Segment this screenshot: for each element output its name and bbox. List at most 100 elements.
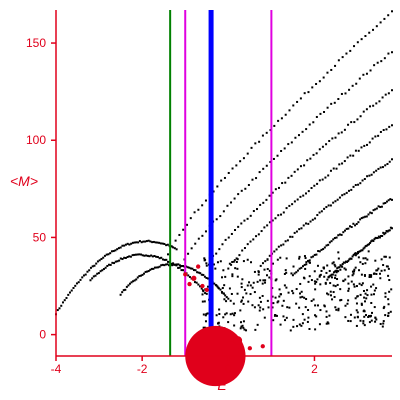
scatter-point	[366, 289, 369, 292]
curve-point	[330, 240, 333, 243]
curve-point	[366, 175, 369, 178]
band-point	[109, 252, 112, 255]
scatter-point	[362, 289, 365, 292]
curve-point	[282, 211, 285, 214]
band-point	[204, 292, 207, 295]
curve-point	[387, 14, 390, 17]
curve-point	[259, 203, 262, 206]
band-point	[82, 274, 85, 277]
curve-point	[341, 162, 344, 165]
curve-point	[308, 259, 311, 262]
curve-point	[178, 233, 181, 236]
curve-point	[247, 183, 250, 186]
scatter-point	[231, 273, 234, 276]
scatter-point	[330, 276, 333, 279]
scatter-point	[331, 298, 334, 301]
curve-point	[318, 80, 321, 83]
band-point	[156, 255, 159, 258]
scatter-point	[379, 277, 382, 280]
curve-point	[353, 45, 356, 48]
curve-point	[197, 208, 200, 211]
band-point	[124, 288, 127, 291]
scatter-point	[304, 267, 307, 270]
band-point	[182, 264, 185, 267]
curve-point	[323, 110, 326, 113]
curve-point	[372, 28, 375, 31]
axes	[55, 10, 392, 357]
scatter-point	[240, 299, 243, 302]
curve-point	[252, 238, 255, 241]
scatter-point	[236, 258, 239, 261]
curve-point	[316, 182, 319, 185]
curve-point	[338, 163, 341, 166]
curve-point	[340, 233, 343, 236]
scatter-point	[222, 269, 225, 272]
curve-point	[362, 247, 365, 250]
scatter-point	[336, 283, 339, 286]
band-point	[141, 254, 144, 257]
curve-point	[292, 104, 295, 107]
scatter-point	[268, 269, 271, 272]
scatter-point	[222, 316, 225, 319]
scatter-point	[292, 318, 295, 321]
curve-point	[355, 252, 358, 255]
band-point	[197, 283, 200, 286]
band-point	[143, 272, 146, 275]
band-point	[121, 291, 124, 294]
band-point	[93, 264, 96, 267]
scatter-point	[306, 320, 309, 323]
band-point	[132, 280, 135, 283]
scatter-point	[359, 261, 362, 264]
band-point	[167, 264, 170, 267]
scatter-point	[354, 297, 357, 300]
curve-point	[340, 131, 343, 134]
curve-point	[294, 136, 297, 139]
band-point	[147, 239, 150, 242]
curve-point	[215, 218, 218, 221]
band-point	[164, 263, 167, 266]
curve-point	[360, 146, 363, 149]
band-point	[135, 278, 138, 281]
band-point	[205, 276, 208, 279]
scatter-point	[248, 281, 251, 284]
scatter-point	[360, 302, 363, 305]
curve-point	[307, 222, 310, 225]
curve-point	[280, 213, 283, 216]
curve-point	[303, 263, 306, 266]
curve-point	[290, 174, 293, 177]
scatter-point	[354, 266, 357, 269]
scatter-point	[222, 292, 225, 295]
scatter-point	[329, 282, 332, 285]
x-tick-label: -4	[51, 362, 62, 376]
band-point	[89, 279, 92, 282]
curve-point	[283, 147, 286, 150]
scatter-point	[334, 274, 337, 277]
scatter-point	[367, 314, 370, 317]
scatter-point	[266, 299, 269, 302]
scatter-point	[337, 309, 340, 312]
scatter-point	[356, 295, 359, 298]
curve-point	[243, 219, 246, 222]
scatter-point	[356, 311, 359, 314]
scatter-point	[284, 269, 287, 272]
scatter-point	[286, 306, 289, 309]
vertical-lines	[169, 10, 273, 356]
scatter-point	[387, 314, 390, 317]
scatter-point	[346, 302, 349, 305]
scatter-point	[361, 282, 364, 285]
scatter-point	[225, 300, 228, 303]
curve-point	[257, 233, 260, 236]
curve-point	[371, 137, 374, 140]
scatter-point	[206, 312, 209, 315]
scatter-point	[347, 275, 350, 278]
curve-point	[391, 227, 393, 230]
band-point	[199, 272, 202, 275]
curve-point	[332, 271, 335, 274]
curve-point	[299, 97, 302, 100]
curve-point	[258, 140, 261, 143]
scatter-point	[307, 280, 310, 283]
curve-point	[235, 164, 238, 167]
curve-point	[354, 224, 357, 227]
scatter-point	[278, 288, 281, 291]
curve-point	[309, 220, 312, 223]
